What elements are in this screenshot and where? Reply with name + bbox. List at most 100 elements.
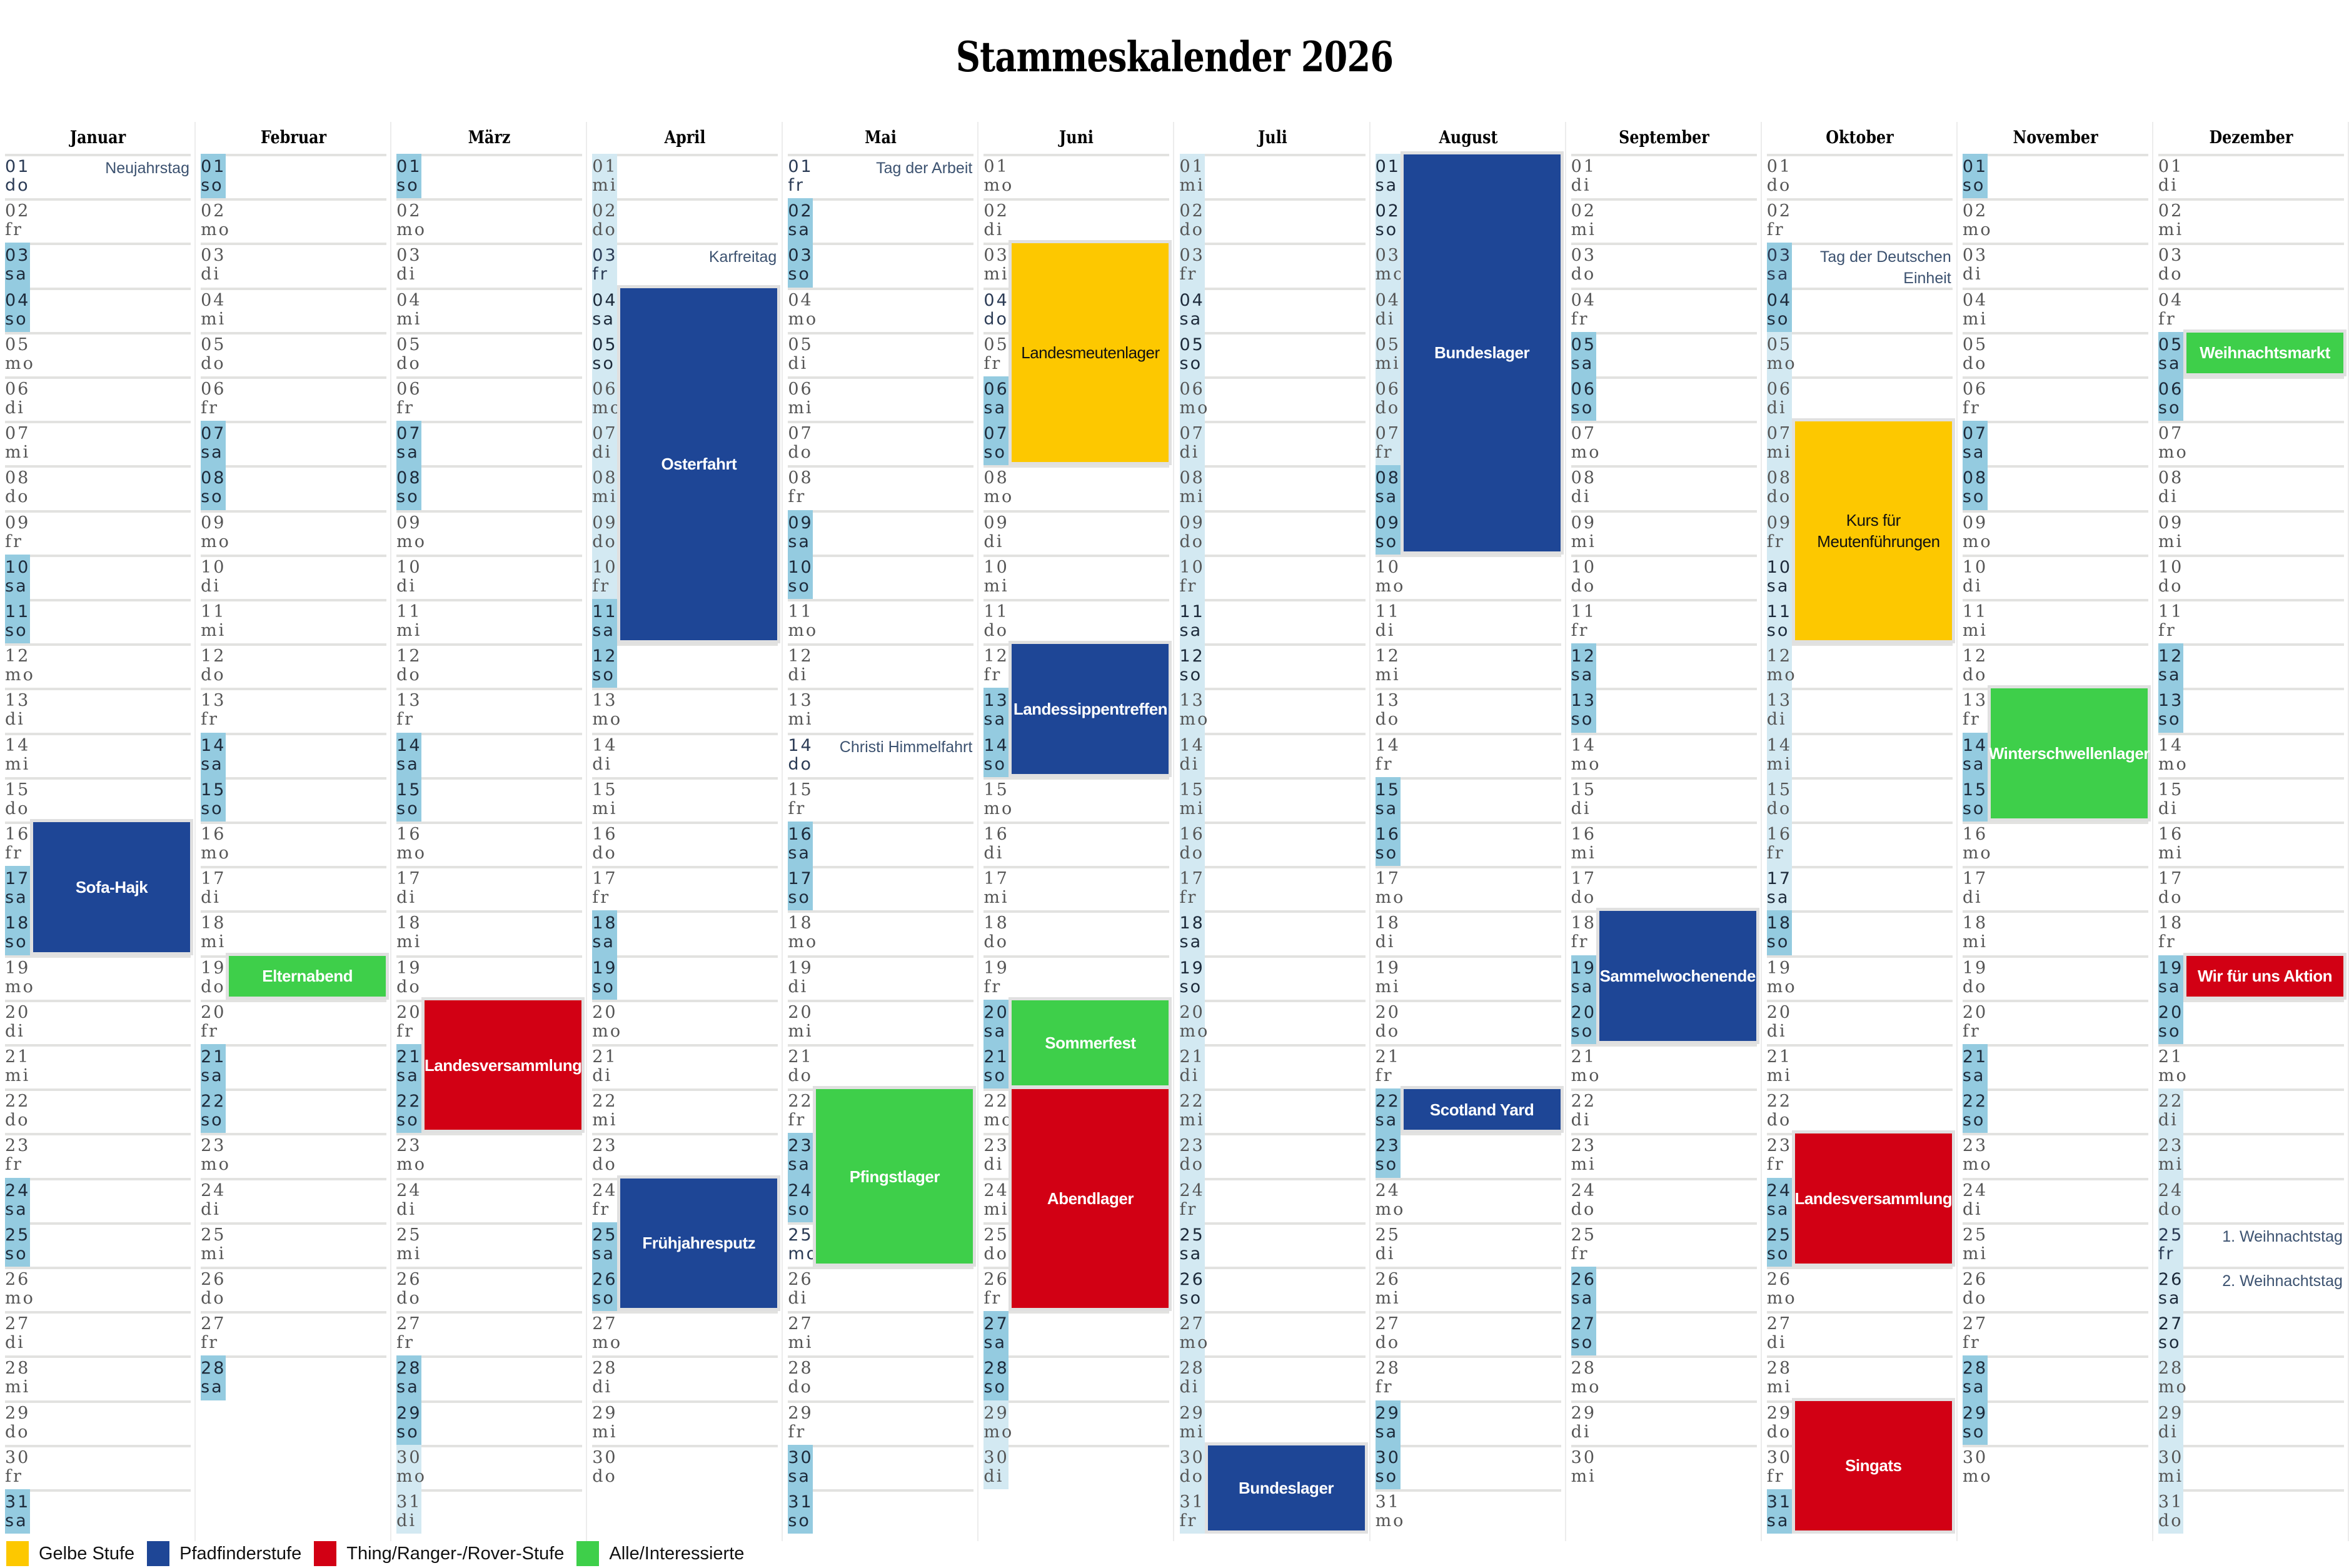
day-row[interactable]: 13 di	[1766, 688, 1953, 733]
day-row[interactable]: 11 fr	[1571, 599, 1757, 643]
day-row[interactable]: 18 mi	[396, 910, 583, 955]
day-row[interactable]: 19 fr	[983, 955, 1170, 1000]
day-row[interactable]: 09 do	[1179, 510, 1366, 555]
day-row[interactable]: 25 sa	[1179, 1222, 1366, 1267]
day-row[interactable]: 14 di	[592, 732, 778, 777]
day-row[interactable]: 14 fr	[1375, 732, 1561, 777]
day-row[interactable]: 12 di	[788, 643, 974, 688]
day-row[interactable]: 12 do	[396, 643, 583, 688]
day-row[interactable]: 24 di	[396, 1177, 583, 1222]
day-row[interactable]: 02 do	[1179, 198, 1366, 243]
day-row[interactable]: 16 do	[1179, 822, 1366, 867]
day-row[interactable]: 15 sa	[1375, 776, 1561, 822]
day-row[interactable]: 06 mo	[1179, 376, 1366, 421]
day-row[interactable]: 26 di	[788, 1267, 974, 1311]
day-row[interactable]: 25 mi	[201, 1222, 387, 1267]
event-block[interactable]: Osterfahrt	[617, 284, 781, 644]
day-row[interactable]: 14 sa	[201, 732, 387, 777]
day-row[interactable]: 07 sa	[1962, 421, 2148, 466]
day-row[interactable]: 10 do	[1571, 554, 1757, 599]
event-block[interactable]: Sammelwochenende	[1596, 908, 1759, 1044]
day-row[interactable]: 23 mi	[1571, 1133, 1757, 1177]
day-row[interactable]: 06 so	[2158, 376, 2344, 421]
day-row[interactable]: 27 sa	[983, 1311, 1170, 1356]
day-row[interactable]: 14 mi	[5, 732, 191, 777]
day-row[interactable]: 03 di	[396, 243, 583, 287]
day-row[interactable]: 16 mi	[1571, 822, 1757, 866]
day-row[interactable]: 04 mi	[1962, 287, 2148, 332]
day-row[interactable]: 29 mi	[592, 1400, 778, 1445]
day-row[interactable]: 27 mo	[1179, 1311, 1366, 1356]
day-row[interactable]: 13 so	[2158, 688, 2344, 733]
day-row[interactable]: 05 di	[788, 331, 974, 376]
day-row[interactable]: 13 do	[1375, 688, 1561, 732]
day-row[interactable]: 19 mo	[1766, 955, 1953, 1000]
day-row[interactable]: 12 mo	[5, 643, 191, 688]
day-row[interactable]: 27 so	[2158, 1311, 2344, 1356]
day-row[interactable]: 01 so	[201, 154, 387, 199]
day-row[interactable]: 19 mi	[1375, 955, 1561, 1000]
day-row[interactable]: 07 mi	[5, 421, 191, 465]
day-row[interactable]: 11 mo	[788, 599, 974, 643]
day-row[interactable]: 28 so	[983, 1355, 1170, 1400]
day-row[interactable]: 23 so	[1375, 1133, 1561, 1178]
day-row[interactable]: 06 fr	[1962, 376, 2148, 421]
day-row[interactable]: 15 fr	[788, 776, 974, 822]
day-row[interactable]: 17 fr	[592, 866, 778, 910]
day-row[interactable]: 16 di	[983, 822, 1170, 866]
event-block[interactable]: Landessippentreffen	[1009, 641, 1172, 777]
day-row[interactable]: 20 di	[1766, 999, 1953, 1044]
day-row[interactable]: 20 mo	[592, 999, 778, 1044]
event-block[interactable]: Bundeslager	[1400, 151, 1564, 555]
day-row[interactable]: 08 so	[201, 465, 387, 510]
day-row[interactable]: 17 mo	[1375, 866, 1561, 910]
day-row[interactable]: 26 do	[396, 1267, 583, 1311]
event-block[interactable]: Abendlager	[1009, 1086, 1172, 1312]
day-row[interactable]: 11 so	[5, 599, 191, 644]
day-row[interactable]: 11 fr	[2158, 599, 2344, 643]
day-row[interactable]: 29 di	[1571, 1400, 1757, 1445]
day-row[interactable]: 01 mi	[1179, 154, 1366, 199]
day-row[interactable]: 10 fr	[1179, 554, 1366, 599]
day-row[interactable]: 10 di	[396, 554, 583, 599]
day-row[interactable]: 29 mi	[1179, 1400, 1366, 1445]
day-row[interactable]: 13 mi	[788, 688, 974, 732]
day-row[interactable]: 04 mi	[396, 287, 583, 332]
day-row[interactable]: 30 mi	[2158, 1444, 2344, 1489]
event-block[interactable]: Winterschwellenlager	[1987, 685, 2151, 822]
day-row[interactable]: 28 sa	[1962, 1355, 2148, 1400]
day-row[interactable]: 16 mo	[1962, 822, 2148, 866]
day-row[interactable]: 21 di	[592, 1044, 778, 1088]
day-row[interactable]: 16 mi	[2158, 822, 2344, 866]
day-row[interactable]: 09 sa	[788, 510, 974, 555]
day-row[interactable]: 04 so	[5, 287, 191, 332]
day-row[interactable]: 15 so	[396, 776, 583, 822]
day-row[interactable]: 24 fr	[1179, 1177, 1366, 1222]
day-row[interactable]: 13 di	[5, 688, 191, 732]
day-row[interactable]: 09 mo	[1962, 510, 2148, 555]
event-block[interactable]: Frühjahresputz	[617, 1175, 781, 1312]
day-row[interactable]: 06 fr	[396, 376, 583, 421]
day-row[interactable]: 10 do	[2158, 554, 2344, 599]
day-row[interactable]: 18 fr	[2158, 910, 2344, 955]
day-row[interactable]: 29 di	[2158, 1400, 2344, 1445]
day-row[interactable]: 28 mo	[1571, 1355, 1757, 1400]
day-row[interactable]: 03 fr	[1179, 243, 1366, 288]
day-row[interactable]: 20 mi	[788, 999, 974, 1044]
day-row[interactable]: 10 so	[788, 554, 974, 599]
day-row[interactable]: 19 di	[788, 955, 974, 1000]
day-row[interactable]: 26 mi	[1375, 1267, 1561, 1311]
day-row[interactable]: 14 mi	[1766, 732, 1953, 777]
day-row[interactable]: 30 fr	[5, 1444, 191, 1489]
day-row[interactable]: 01 do Neujahrstag	[5, 154, 191, 198]
day-row[interactable]: 29 sa	[1375, 1400, 1561, 1445]
day-row[interactable]: 01 so	[1962, 154, 2148, 199]
day-row[interactable]: 11 sa	[592, 599, 778, 644]
day-row[interactable]: 31 sa	[5, 1489, 191, 1534]
day-row[interactable]: 14 mo	[1571, 732, 1757, 777]
day-row[interactable]: 21 do	[788, 1044, 974, 1088]
day-row[interactable]: 15 mi	[1179, 776, 1366, 822]
day-row[interactable]: 11 di	[1375, 599, 1561, 643]
day-row[interactable]: 10 di	[1962, 554, 2148, 599]
day-row[interactable]: 12 so	[1179, 643, 1366, 688]
